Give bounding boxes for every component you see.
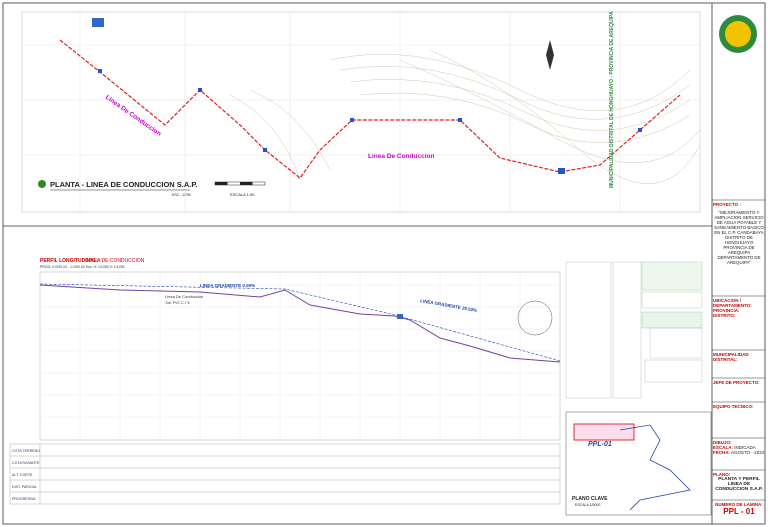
label: DISTRITO: [713, 313, 736, 318]
sheet-number: PPL - 01 [723, 507, 755, 516]
line-label: Linea De Conduccion [368, 153, 434, 160]
title-bullet [38, 180, 46, 188]
north-arrow [546, 40, 554, 70]
label: NUMERO DE LAMINA: [715, 502, 763, 507]
detail [517, 300, 553, 336]
key-plan-frame [565, 411, 712, 516]
municipality-block: MUNICIPALIDAD DISTRITAL: [713, 352, 765, 362]
value: INDICADA [734, 445, 756, 450]
key-network [619, 424, 691, 511]
label: FECHA: [713, 450, 730, 455]
label: EQUIPO TECNICO: [713, 404, 754, 409]
sheet-block: PLANO: PLANTA Y PERFIL LINEA DE CONDUCCIO… [713, 472, 765, 492]
chief-block: JEFE DE PROYECTO: [713, 380, 765, 385]
reservoir [92, 18, 104, 27]
label: MUNICIPALIDAD DISTRITAL: [713, 352, 749, 362]
key-scale: ESCALA 1/5000 [575, 503, 600, 507]
project-block: PROYECTO : "MEJORAMIENTO Y AMPLIACION SER… [713, 202, 765, 265]
label: PROYECTO : [713, 202, 741, 207]
plan-scale: ESC.: 1/750 [172, 193, 191, 197]
value: AGOSTO - 2024 [731, 450, 765, 455]
drawing-block: DIBUJO: ESCALA: INDICADA FECHA: AGOSTO - 2… [713, 440, 765, 455]
key-highlight [573, 423, 635, 441]
label: PROVINCIA: [713, 308, 740, 313]
row-label: ALT. CORTE [12, 473, 33, 477]
valves [98, 69, 642, 174]
key-label: PPL-01 [588, 441, 612, 448]
row-label: COTA RASANTE [12, 461, 40, 465]
title-block-lines [712, 199, 765, 501]
label: UBICACION / DEPARTAMENTO: [713, 298, 752, 308]
label: JEFE DE PROYECTO: [713, 380, 760, 385]
gradient-label: LINEA GRADIENTE 0.00% [200, 283, 255, 288]
bar-scale: ESCALA 1:50 [230, 192, 255, 197]
gradient-label: LINEA GRADIENTE 29.50% [420, 298, 478, 313]
line-label: Linea De Conduccion [104, 94, 162, 138]
label: PLANO: [713, 472, 731, 477]
sheet-name: PLANTA Y PERFIL LINEA DE CONDUCCION S.A.… [715, 477, 763, 492]
contours [229, 49, 701, 184]
profile-subtitle: LINEA DE CONDUCCION [86, 258, 145, 264]
number-block: NUMERO DE LAMINA: PPL - 01 [713, 502, 765, 516]
data-table [9, 443, 561, 505]
row-label: DIST. PARCIAL [12, 485, 37, 489]
project-text: "MEJORAMIENTO Y AMPLIACION SERVICIO DE A… [714, 210, 764, 265]
terrain-line [39, 284, 561, 363]
tables [565, 261, 703, 399]
profile-grid [39, 271, 561, 441]
plan-title: PLANTA - LINEA DE CONDUCCION S.A.P. [50, 180, 198, 189]
row-label: PROGRESIVA [12, 497, 36, 501]
pipe-label: Linea De Conduccion [165, 294, 203, 299]
label: ESCALA: [713, 445, 733, 450]
location-block: UBICACION / DEPARTAMENTO: PROVINCIA: DISTR… [713, 298, 765, 318]
profile-title: PERFIL LONGITUDINAL: [40, 258, 99, 264]
pipe-spec: Tub. PVC C-7.5 [165, 301, 190, 305]
gradient-line [39, 283, 561, 362]
valve [397, 314, 403, 319]
key-title: PLANO CLAVE [572, 496, 608, 502]
label: DIBUJO: [713, 440, 732, 445]
vertical-title: MUNICIPALIDAD DISTRITAL DE HONGHUAYO - P… [609, 11, 615, 188]
team-block: EQUIPO TECNICO: [713, 404, 765, 409]
profile-scale: PROG: 0+000.00 - 1+300.00 Esc. H: 1/1250… [40, 265, 125, 269]
pipeline [59, 39, 681, 179]
row-label: COTA TERRENO [12, 449, 40, 453]
